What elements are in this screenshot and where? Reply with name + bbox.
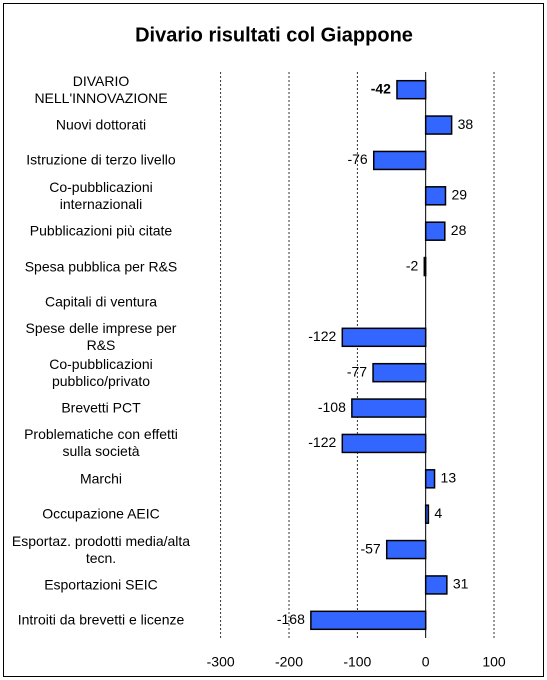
bar xyxy=(341,433,427,454)
data-label: -168 xyxy=(277,611,305,627)
x-tick-label: -100 xyxy=(343,654,371,670)
data-label: -77 xyxy=(347,363,367,379)
category-label: Pubblicazioni più citate xyxy=(29,222,173,239)
data-label: 38 xyxy=(458,116,474,132)
category-label: Problematiche con effetti sulla società xyxy=(24,426,178,460)
data-label: -57 xyxy=(360,540,380,556)
category-label: Brevetti PCT xyxy=(61,399,141,416)
x-tick-label: 0 xyxy=(422,654,430,670)
data-label: -76 xyxy=(347,151,367,167)
bar xyxy=(372,362,427,383)
data-label: -2 xyxy=(406,257,419,273)
category-label: Esportaz. prodotti media/alta tecn. xyxy=(11,532,191,566)
category-label: Co-pubblicazioni pubblico/privato xyxy=(49,355,153,389)
category-label: Marchi xyxy=(79,470,122,487)
data-label: 31 xyxy=(453,576,469,592)
data-label: -42 xyxy=(371,80,391,96)
x-tick-label: 100 xyxy=(482,654,506,670)
bar xyxy=(385,539,427,560)
category-label: Spese delle imprese per R&S xyxy=(25,320,177,354)
category-label: Esportazioni SEIC xyxy=(44,576,158,593)
frame xyxy=(3,3,544,677)
bar xyxy=(423,256,427,277)
data-label: -122 xyxy=(308,328,336,344)
x-tick-label: -200 xyxy=(275,654,303,670)
category-label: Occupazione AEIC xyxy=(42,505,160,522)
category-label: DIVARIO NELL'INNOVAZIONE xyxy=(34,72,168,106)
data-label: -122 xyxy=(308,434,336,450)
category-label: Introiti da brevetti e licenze xyxy=(17,611,185,628)
data-label: -108 xyxy=(318,399,346,415)
category-label: Spesa pubblica per R&S xyxy=(24,258,178,275)
data-label: 13 xyxy=(441,470,457,486)
bar xyxy=(396,79,427,100)
category-label: Istruzione di terzo livello xyxy=(26,151,176,168)
bar xyxy=(424,186,447,206)
bar xyxy=(424,575,448,595)
bar xyxy=(424,469,436,489)
chart-title: Divario risultati col Giappone xyxy=(135,24,413,46)
bar xyxy=(424,221,446,241)
bar xyxy=(424,115,453,135)
data-label: 4 xyxy=(434,505,442,521)
category-label: Nuovi dottorati xyxy=(55,116,147,133)
data-label: 29 xyxy=(451,187,467,203)
category-label: Co-pubblicazioni internazionali xyxy=(49,178,153,212)
bar xyxy=(341,327,427,348)
bar xyxy=(351,398,427,418)
data-label: 28 xyxy=(451,222,467,238)
x-tick-label: -300 xyxy=(207,654,235,670)
bar xyxy=(372,150,427,171)
bar xyxy=(310,610,427,631)
bar xyxy=(424,504,430,524)
category-label: Capitali di ventura xyxy=(44,293,158,310)
